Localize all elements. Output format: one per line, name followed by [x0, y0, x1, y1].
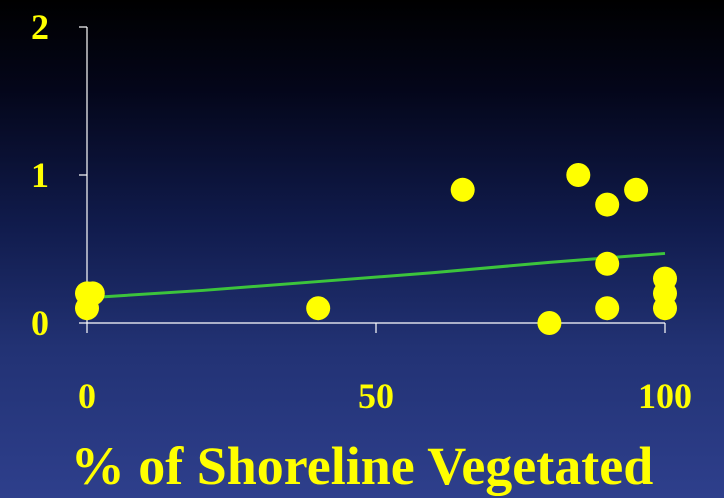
data-point	[653, 296, 677, 321]
x-tick-label: 100	[638, 376, 692, 416]
y-tick-label: 0	[31, 303, 49, 343]
axes	[79, 26, 666, 333]
data-point	[450, 177, 475, 202]
data-point	[624, 177, 649, 202]
data-point	[595, 296, 620, 321]
trendline	[86, 251, 666, 300]
x-tick-label: 50	[358, 376, 394, 416]
points-group	[75, 163, 677, 335]
data-point	[595, 192, 620, 217]
y-tick-label: 1	[31, 155, 49, 195]
trendline-group	[86, 251, 666, 300]
data-point	[306, 296, 331, 321]
y-tick-label: 2	[31, 7, 49, 47]
data-point	[566, 163, 591, 187]
tick-labels: 0 1 2 0 50 100	[31, 7, 692, 416]
data-point	[537, 311, 562, 335]
data-point	[80, 281, 105, 306]
x-tick-label: 0	[78, 376, 96, 416]
x-axis-title: % of Shoreline Vegetated	[71, 436, 653, 496]
data-point	[595, 251, 620, 276]
